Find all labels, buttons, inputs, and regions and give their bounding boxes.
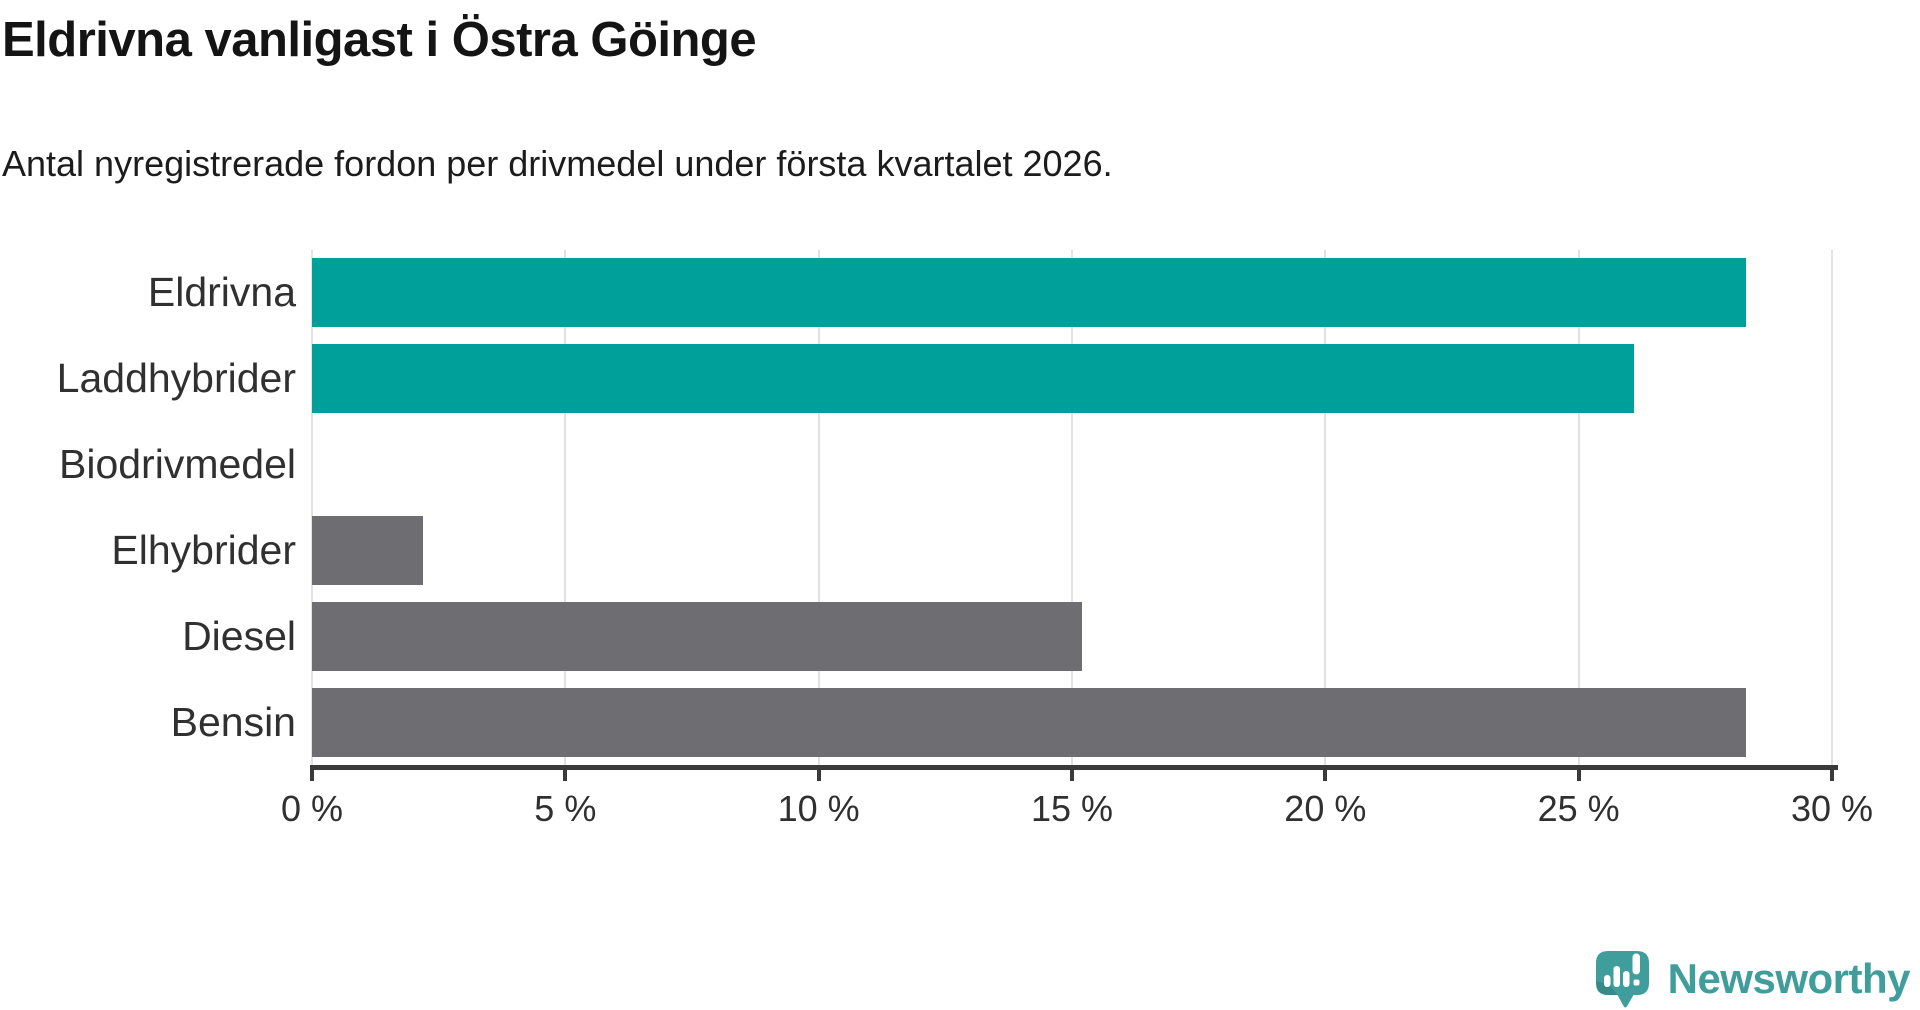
bar-chart-plot-area: 0 % 5 % 10 % 15 % 20 % 25 % 30 % [281,250,1873,829]
gridline-5 [564,250,567,765]
bar-eldrivna [312,258,1746,328]
category-label-bensin: Bensin [170,698,296,745]
category-label-laddhybrider: Laddhybrider [56,355,296,402]
newsworthy-logo-icon [1595,951,1649,1008]
newsworthy-logo: Newsworthy [1595,950,1911,1008]
newsworthy-logo-text: Newsworthy [1667,955,1911,1002]
category-label-elhybrider: Elhybrider [111,526,296,573]
category-label-diesel: Diesel [182,612,296,659]
chart-title: Eldrivna vanligast i Östra Göinge [2,13,757,67]
chart-subtitle: Antal nyregistrerade fordon per drivmede… [2,143,1113,184]
bar-diesel [312,601,1083,671]
gridline-10 [817,250,820,765]
x-tick-label: 30 % [1790,788,1874,829]
x-tick-label: 0 % [280,788,344,829]
x-tick-label: 20 % [1284,788,1367,829]
gridline-30 [1831,250,1833,765]
x-axis-tick-0 [310,765,314,781]
x-axis-tick-25 [1576,765,1581,781]
category-label-eldrivna: Eldrivna [147,269,296,316]
x-axis-tick-5 [563,765,568,781]
x-axis-tick-15 [1070,765,1074,781]
gridline-25 [1577,250,1580,765]
bar-elhybrider [312,515,424,585]
x-tick-label: 10 % [777,788,860,829]
bar-bensin [312,687,1746,757]
category-label-biodrivmedel: Biodrivmedel [59,441,296,488]
gridline-15 [1071,250,1073,765]
x-tick-label: 25 % [1537,788,1620,829]
bar-laddhybrider [312,344,1635,414]
gridline-0 [311,250,313,765]
x-axis-line [310,765,1838,770]
x-axis-tick-20 [1323,765,1328,781]
x-tick-label: 5 % [534,788,597,829]
x-tick-label: 15 % [1030,788,1114,829]
y-axis-category-labels: Eldrivna Laddhybrider Biodrivmedel Elhybrid… [0,250,296,765]
x-axis-tick-10 [816,765,821,781]
x-axis-tick-30 [1830,765,1834,781]
gridline-20 [1324,250,1327,765]
